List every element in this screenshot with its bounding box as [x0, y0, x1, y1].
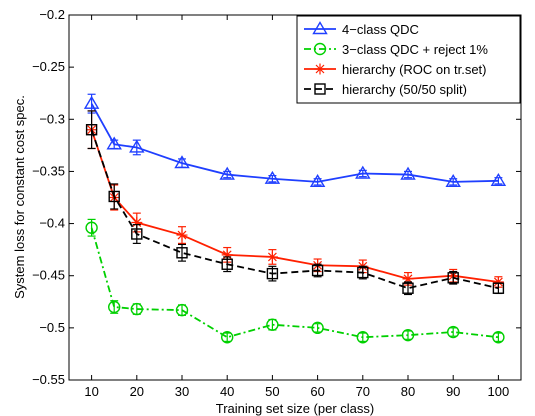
- x-tick-label: 100: [488, 384, 510, 399]
- data-point: [107, 300, 121, 314]
- legend-item-2: 3−class QDC + reject 1%: [304, 42, 488, 57]
- x-tick-label: 50: [265, 384, 279, 399]
- data-point: [492, 331, 505, 344]
- data-point: [447, 325, 460, 339]
- series-line: [90, 227, 499, 339]
- legend-box: [296, 15, 521, 104]
- data-point: [174, 155, 190, 169]
- data-point: [311, 264, 324, 277]
- data-point: [402, 273, 414, 285]
- data-point: [490, 172, 507, 187]
- data-point: [85, 221, 98, 234]
- legend-label: 4−class QDC: [342, 22, 419, 37]
- data-point: [356, 331, 369, 344]
- data-point: [311, 321, 324, 335]
- data-point: [447, 272, 459, 284]
- data-point: [131, 228, 143, 240]
- legend-label: 3−class QDC + reject 1%: [342, 42, 488, 57]
- y-tick-label: −0.55: [32, 372, 65, 387]
- data-point: [445, 173, 461, 188]
- x-tick-label: 20: [130, 384, 144, 399]
- data-point: [219, 166, 235, 180]
- legend-marker: [312, 21, 328, 35]
- x-axis-ticks: 10 20 30 40 50 60 70 80 90 100: [84, 15, 509, 399]
- legend-item-3: hierarchy (ROC on tr.set): [304, 62, 487, 77]
- series-4: [85, 110, 505, 296]
- series-2: [85, 218, 505, 344]
- y-tick-label: −0.4: [39, 216, 65, 231]
- y-tick-label: −0.25: [32, 59, 65, 74]
- y-axis-ticks: −0.55 −0.5 −0.45 −0.4 −0.35 −0.3 −0.25 −0.2: [32, 7, 521, 387]
- x-tick-label: 70: [356, 384, 370, 399]
- data-point: [492, 282, 505, 294]
- series-1: [83, 93, 507, 188]
- data-point: [108, 190, 120, 203]
- x-tick-label: 10: [84, 384, 98, 399]
- x-tick-label: 60: [310, 384, 324, 399]
- data-point: [176, 229, 188, 241]
- data-point: [220, 331, 234, 344]
- x-tick-label: 90: [446, 384, 460, 399]
- series-line: [90, 129, 499, 290]
- data-point: [176, 247, 188, 259]
- data-point: [85, 124, 98, 136]
- y-tick-label: −0.5: [39, 320, 65, 335]
- x-tick-label: 80: [401, 384, 415, 399]
- x-axis-label: Training set size (per class): [216, 401, 374, 416]
- x-tick-label: 40: [220, 384, 234, 399]
- data-point: [266, 267, 279, 280]
- chart-marks: [83, 93, 507, 344]
- data-point: [402, 282, 414, 294]
- legend-label: hierarchy (ROC on tr.set): [342, 62, 487, 77]
- legend-marker: [314, 83, 326, 95]
- y-tick-label: −0.45: [32, 268, 65, 283]
- y-tick-label: −0.2: [39, 7, 65, 22]
- data-point: [264, 170, 281, 184]
- data-point: [357, 266, 369, 279]
- data-point: [266, 251, 278, 263]
- legend-item-4: hierarchy (50/50 split): [304, 82, 467, 97]
- legend-item-1: 4−class QDC: [304, 21, 419, 37]
- plot-frame: [68, 14, 522, 381]
- data-point: [131, 217, 143, 229]
- data-point: [266, 318, 279, 331]
- data-point: [221, 258, 233, 270]
- data-point: [355, 165, 371, 179]
- legend: 4−class QDC 3−class QDC + reject 1% hierar…: [296, 15, 521, 104]
- data-point: [400, 166, 416, 180]
- x-tick-label: 30: [175, 384, 189, 399]
- data-point: [309, 173, 326, 188]
- data-point: [175, 303, 189, 317]
- legend-marker: [313, 42, 327, 56]
- data-point: [492, 276, 504, 288]
- y-tick-label: −0.3: [39, 111, 65, 126]
- data-point: [106, 136, 122, 150]
- legend-marker: [314, 63, 326, 75]
- series-line: [90, 103, 499, 183]
- data-point: [83, 95, 100, 109]
- y-axis-label: System loss for constant cost spec.: [12, 95, 27, 299]
- y-tick-label: −0.35: [32, 163, 65, 178]
- data-point: [221, 249, 233, 261]
- data-point: [401, 328, 415, 342]
- data-point: [130, 302, 144, 316]
- data-point: [129, 139, 145, 153]
- legend-label: hierarchy (50/50 split): [342, 82, 467, 97]
